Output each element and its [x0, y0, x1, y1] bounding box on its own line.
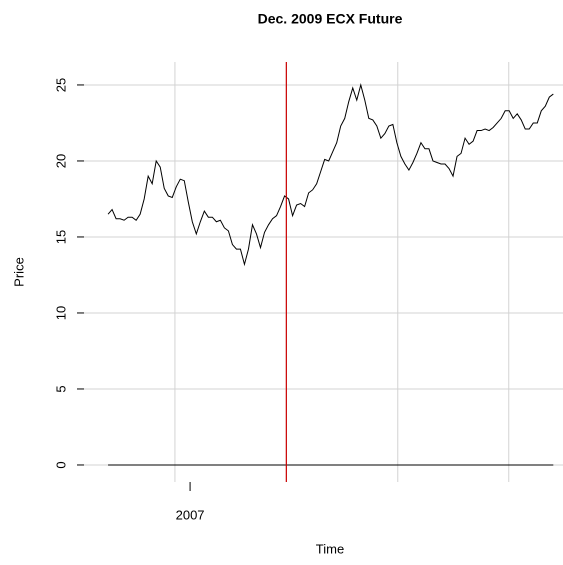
y-tick-label: 0: [53, 461, 68, 468]
y-axis-label: Price: [11, 257, 26, 287]
chart-title: Dec. 2009 ECX Future: [258, 11, 403, 27]
y-tick-label: 15: [53, 230, 68, 244]
y-tick-label: 25: [53, 78, 68, 92]
y-tick-label: 20: [53, 154, 68, 168]
y-tick-label: 5: [53, 385, 68, 392]
x-tick-label: 2007: [176, 507, 205, 522]
y-tick-label: 10: [53, 306, 68, 320]
price-line: [107, 82, 554, 267]
x-axis-label: Time: [316, 541, 344, 556]
